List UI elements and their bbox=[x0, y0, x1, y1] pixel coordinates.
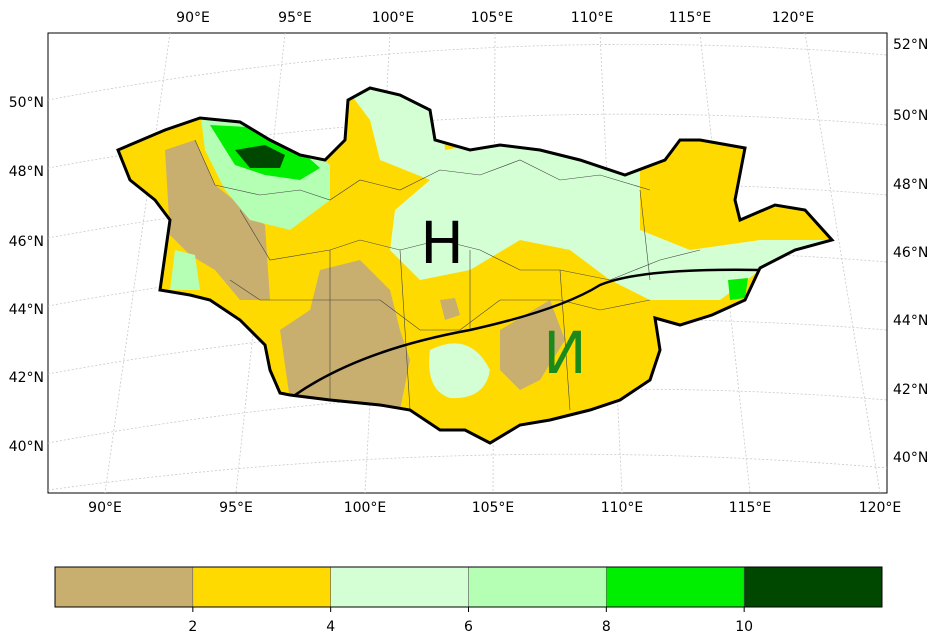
colorbar-segment bbox=[606, 566, 745, 608]
lon-label: 90°E bbox=[88, 500, 122, 516]
lon-label: 100°E bbox=[372, 10, 415, 26]
lat-label: 50°N bbox=[893, 108, 928, 124]
front-line bbox=[294, 268, 761, 397]
lat-label: 50°N bbox=[9, 95, 44, 111]
lat-label: 40°N bbox=[9, 439, 44, 455]
colorbar-segment bbox=[468, 566, 607, 608]
lon-label: 120°E bbox=[859, 500, 902, 516]
lat-label: 46°N bbox=[9, 234, 44, 250]
lat-label: 44°N bbox=[893, 313, 928, 329]
lon-label: 115°E bbox=[669, 10, 712, 26]
lon-label: 120°E bbox=[772, 10, 815, 26]
pressure-label: И bbox=[543, 319, 586, 387]
colorbar-tick-label: 10 bbox=[735, 619, 753, 635]
lat-label: 46°N bbox=[893, 245, 928, 261]
colorbar-tick-label: 8 bbox=[602, 619, 611, 635]
colorbar-segment bbox=[743, 566, 883, 608]
colorbar-tick-label: 2 bbox=[188, 619, 197, 635]
lat-label: 48°N bbox=[893, 177, 928, 193]
province-borders bbox=[194, 139, 701, 411]
lon-label: 110°E bbox=[571, 10, 614, 26]
lon-label: 95°E bbox=[278, 10, 312, 26]
lat-label: 52°N bbox=[893, 37, 928, 53]
lon-label: 100°E bbox=[344, 500, 387, 516]
lon-label: 110°E bbox=[601, 500, 644, 516]
lat-label: 40°N bbox=[893, 450, 928, 466]
colorbar-segment bbox=[330, 566, 469, 608]
lon-label: 90°E bbox=[176, 10, 210, 26]
lat-label: 42°N bbox=[893, 382, 928, 398]
lat-label: 42°N bbox=[9, 370, 44, 386]
lat-label: 44°N bbox=[9, 302, 44, 318]
colorbar-tick-label: 4 bbox=[326, 619, 335, 635]
colorbar-segment bbox=[192, 566, 331, 608]
lat-label: 48°N bbox=[9, 164, 44, 180]
lon-label: 95°E bbox=[219, 500, 253, 516]
pressure-label: Н bbox=[420, 209, 464, 277]
colorbar-tick-label: 6 bbox=[464, 619, 473, 635]
lon-label: 115°E bbox=[729, 500, 772, 516]
lon-label: 105°E bbox=[471, 10, 514, 26]
lon-label: 105°E bbox=[472, 500, 515, 516]
colorbar-segment bbox=[54, 566, 194, 608]
